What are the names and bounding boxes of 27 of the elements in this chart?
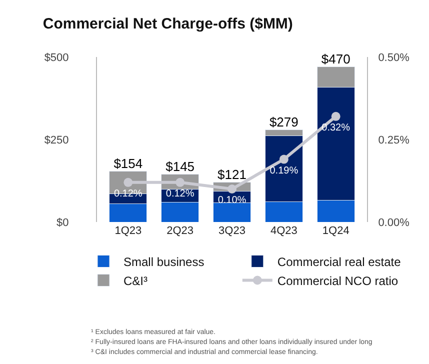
y2-tick-label: 0.50%: [378, 52, 410, 64]
y-tick-label: $500: [44, 52, 69, 64]
total-label: $145: [166, 158, 195, 174]
point: [331, 112, 340, 121]
x-tick-label: 4Q23: [270, 225, 298, 237]
x-tick-label: 3Q23: [218, 225, 246, 237]
data-label: 0.12%: [166, 188, 194, 200]
legend-label: Small business: [124, 254, 204, 269]
y-tick-label: $0: [56, 216, 69, 229]
total-label: $470: [321, 52, 350, 67]
total-label: $279: [269, 114, 298, 130]
legend-label: Commercial real estate: [277, 254, 402, 269]
point: [228, 184, 236, 194]
x-tick-label: 1Q24: [322, 225, 350, 237]
data-label: 0.19%: [270, 165, 298, 176]
legend-label: C&I³: [124, 274, 148, 288]
chart-title: Commercial Net Charge-offs ($MM): [42, 16, 293, 33]
y-tick-label: $250: [44, 134, 69, 146]
total-label: $154: [114, 156, 143, 171]
legend-label: Commercial NCO ratio: [277, 274, 398, 288]
total-label: $121: [218, 166, 246, 182]
x-tick-label: 2Q23: [166, 225, 194, 237]
data-label: 0.32%: [322, 122, 350, 134]
y2-tick-label: 0.25%: [378, 134, 410, 146]
x-tick-label: 1Q23: [114, 225, 142, 237]
point: [279, 154, 288, 164]
y2-tick-label: 0.00%: [378, 216, 410, 229]
